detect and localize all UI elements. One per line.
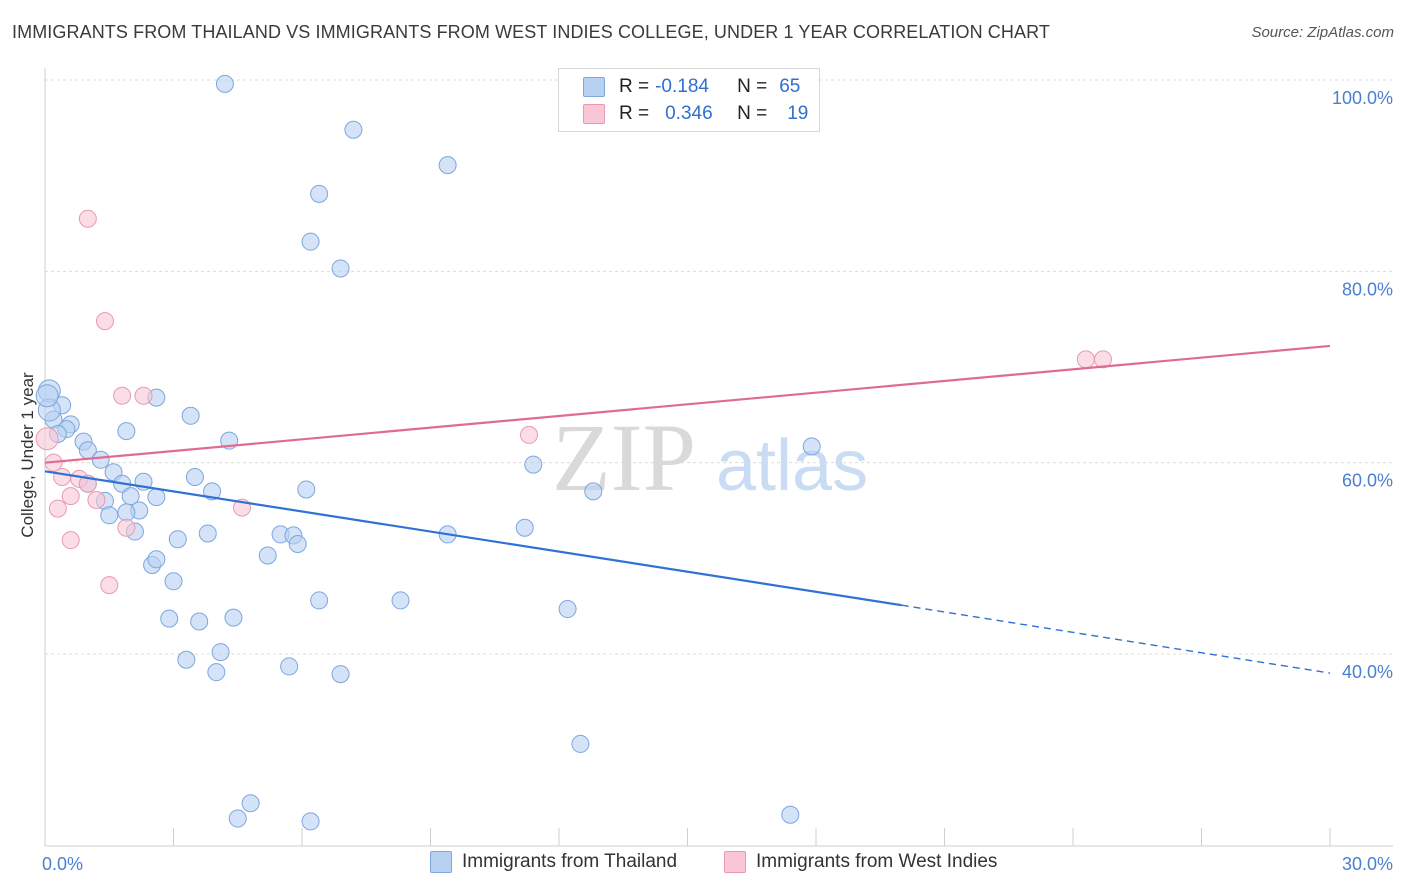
data-point-thailand	[91, 450, 110, 469]
data-point-west-indies	[1076, 350, 1095, 369]
stats-legend: R = -0.184 N = 65 R = 0.346 N = 19	[558, 68, 820, 132]
legend-swatch-west-indies	[724, 851, 746, 873]
legend-r-value-west-indies: 0.346	[665, 103, 713, 124]
legend-r-label: R =	[619, 103, 650, 124]
data-point-thailand	[301, 232, 320, 251]
data-point-thailand	[344, 120, 363, 139]
data-point-thailand	[584, 482, 603, 501]
data-point-thailand	[241, 794, 260, 813]
data-point-thailand	[224, 608, 243, 627]
data-point-thailand	[310, 591, 329, 610]
data-point-thailand	[781, 805, 800, 824]
trend-lines	[44, 344, 1331, 674]
data-point-thailand	[147, 488, 166, 507]
data-point-west-indies	[100, 576, 119, 595]
legend-r-label: R =	[619, 76, 650, 97]
y-tick-label: 40.0%	[1342, 662, 1393, 682]
data-point-thailand	[198, 524, 217, 543]
x-tick-marks	[44, 828, 1331, 846]
data-point-thailand	[288, 534, 307, 553]
series-thailand-points	[35, 74, 821, 831]
x-tick-labels: 0.0% 30.0%	[42, 854, 1393, 874]
data-point-thailand	[438, 156, 457, 175]
data-point-thailand	[301, 812, 320, 831]
data-point-thailand	[168, 530, 187, 549]
data-point-thailand	[164, 572, 183, 591]
data-point-thailand	[558, 600, 577, 619]
x-tick-label: 30.0%	[1342, 854, 1393, 874]
trend-line-west-indies	[44, 344, 1331, 464]
data-point-thailand	[35, 384, 59, 408]
data-point-thailand	[802, 437, 821, 456]
legend-swatch-thailand	[583, 77, 605, 97]
legend-label-thailand: Immigrants from Thailand	[462, 851, 678, 872]
legend-n-label: N =	[737, 76, 768, 97]
legend-n-label: N =	[737, 103, 768, 124]
data-point-thailand	[100, 506, 119, 525]
series-west-indies-points	[35, 209, 1112, 595]
data-point-thailand	[310, 184, 329, 203]
data-point-thailand	[391, 591, 410, 610]
data-point-thailand	[160, 609, 179, 628]
data-point-west-indies	[134, 386, 153, 405]
trend-line-thailand-extrapolated	[901, 604, 1331, 674]
data-point-thailand	[181, 406, 200, 425]
data-point-west-indies	[61, 487, 80, 506]
y-tick-label: 60.0%	[1342, 471, 1393, 491]
x-tick-label: 0.0%	[42, 854, 83, 874]
y-tick-labels: 100.0% 80.0% 60.0% 40.0%	[1332, 88, 1393, 682]
data-point-thailand	[147, 550, 166, 569]
data-point-west-indies	[1093, 350, 1112, 369]
gridlines	[45, 79, 1393, 655]
data-point-thailand	[331, 665, 350, 684]
data-point-thailand	[117, 422, 136, 441]
data-point-west-indies	[520, 425, 539, 444]
data-point-thailand	[215, 74, 234, 93]
data-point-thailand	[331, 259, 350, 278]
legend-swatch-thailand	[430, 851, 452, 873]
data-point-west-indies	[78, 209, 97, 228]
data-point-thailand	[258, 546, 277, 565]
data-point-west-indies	[95, 312, 114, 331]
legend-item-west-indies[interactable]: Immigrants from West Indies	[724, 851, 997, 873]
data-point-thailand	[190, 612, 209, 631]
data-point-west-indies	[117, 518, 136, 537]
data-point-west-indies	[48, 499, 67, 518]
legend-r-value-thailand: -0.184	[655, 76, 709, 97]
legend-swatch-west-indies	[583, 104, 605, 124]
chart-title: IMMIGRANTS FROM THAILAND VS IMMIGRANTS F…	[12, 22, 1050, 42]
data-point-thailand	[117, 503, 136, 522]
data-point-thailand	[571, 734, 590, 753]
data-point-thailand	[185, 468, 204, 487]
data-point-thailand	[297, 480, 316, 499]
y-tick-label: 80.0%	[1342, 279, 1393, 299]
axes	[44, 68, 1393, 847]
watermark-atlas: atlas	[716, 426, 868, 506]
source-note: Source: ZipAtlas.com	[1251, 24, 1394, 41]
data-point-west-indies	[53, 468, 72, 487]
series-legend: Immigrants from Thailand Immigrants from…	[0, 851, 1406, 877]
watermark-zip: ZIP	[552, 404, 696, 511]
watermark: ZIP atlas	[552, 404, 868, 511]
data-point-west-indies	[35, 427, 59, 451]
legend-label-west-indies: Immigrants from West Indies	[756, 851, 998, 872]
data-point-west-indies	[61, 531, 80, 550]
data-point-thailand	[515, 518, 534, 537]
data-point-west-indies	[87, 490, 106, 509]
legend-n-value-thailand: 65	[779, 76, 801, 97]
data-point-thailand	[524, 455, 543, 474]
y-tick-label: 100.0%	[1332, 88, 1393, 108]
data-point-thailand	[177, 650, 196, 669]
trend-line-thailand	[44, 470, 902, 607]
data-point-thailand	[228, 809, 247, 828]
stats-legend-row-thailand: R = -0.184 N = 65	[583, 74, 800, 100]
stats-legend-row-west-indies: R = 0.346 N = 19	[583, 101, 808, 127]
data-point-thailand	[207, 663, 226, 682]
legend-n-value-west-indies: 19	[787, 103, 809, 124]
legend-item-thailand[interactable]: Immigrants from Thailand	[430, 851, 677, 873]
data-point-west-indies	[113, 386, 132, 405]
data-point-thailand	[211, 643, 230, 662]
data-point-thailand	[280, 657, 299, 676]
